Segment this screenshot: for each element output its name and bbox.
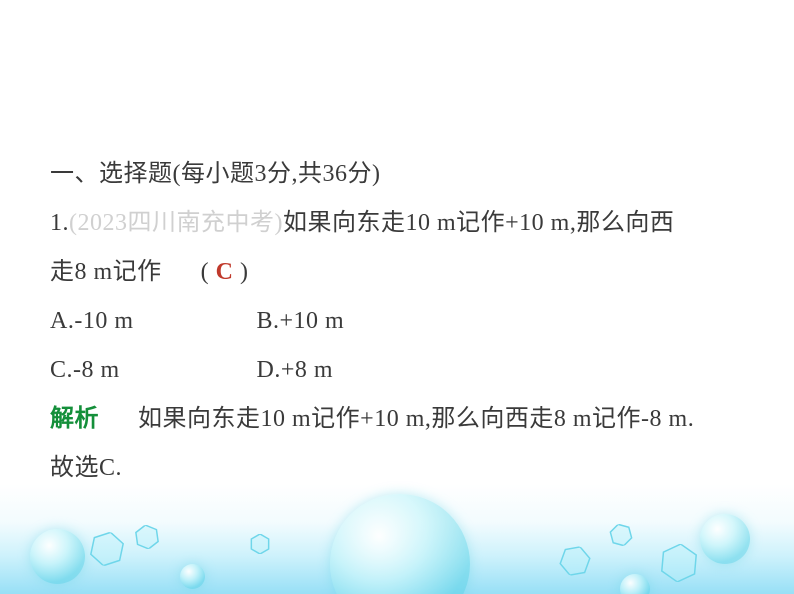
analysis-text-2: 故选C. xyxy=(50,455,122,481)
option-c: C.-8 m xyxy=(50,346,250,395)
option-d: D.+8 m xyxy=(257,346,334,395)
hexagon-decoration xyxy=(658,542,699,583)
analysis-label: 解析 xyxy=(50,406,99,432)
hexagon-decoration xyxy=(556,542,594,580)
analysis-line-2: 故选C. xyxy=(50,444,750,493)
question-1-line-1: 1.(2023四川南充中考)如果向东走10 m记作+10 m,那么向西 xyxy=(50,199,750,248)
options-row-2: C.-8 m D.+8 m xyxy=(50,346,750,395)
analysis-text-1: 如果向东走10 m记作+10 m,那么向西走8 m记作-8 m. xyxy=(138,406,694,432)
analysis-line-1: 解析 如果向东走10 m记作+10 m,那么向西走8 m记作-8 m. xyxy=(50,395,750,444)
question-source: (2023四川南充中考) xyxy=(69,210,283,236)
section-header: 一、选择题(每小题3分,共36分) xyxy=(50,150,750,199)
hexagon-decoration xyxy=(133,523,160,550)
hexagon-decoration xyxy=(608,522,635,549)
answer-letter: C xyxy=(216,259,234,285)
question-stem-part1: 如果向东走10 m记作+10 m,那么向西 xyxy=(283,210,674,236)
question-number: 1. xyxy=(50,210,69,236)
bubble-decoration xyxy=(620,574,650,594)
question-stem-part2: 走8 m记作 xyxy=(50,259,162,285)
bubble-decoration xyxy=(700,514,750,564)
paren-open: ( xyxy=(201,259,210,285)
bubble-decoration xyxy=(180,564,205,589)
paren-close: ) xyxy=(240,259,249,285)
question-1-line-2: 走8 m记作 ( C ) xyxy=(50,248,750,297)
hexagon-decoration xyxy=(250,534,270,554)
option-a: A.-10 m xyxy=(50,297,250,346)
bubble-decoration xyxy=(330,494,470,594)
hexagon-decoration xyxy=(87,529,127,569)
option-b: B.+10 m xyxy=(257,297,345,346)
bubble-decoration xyxy=(30,529,85,584)
footer-gradient xyxy=(0,484,794,594)
slide-content: 一、选择题(每小题3分,共36分) 1.(2023四川南充中考)如果向东走10 … xyxy=(50,150,750,493)
options-row-1: A.-10 m B.+10 m xyxy=(50,297,750,346)
